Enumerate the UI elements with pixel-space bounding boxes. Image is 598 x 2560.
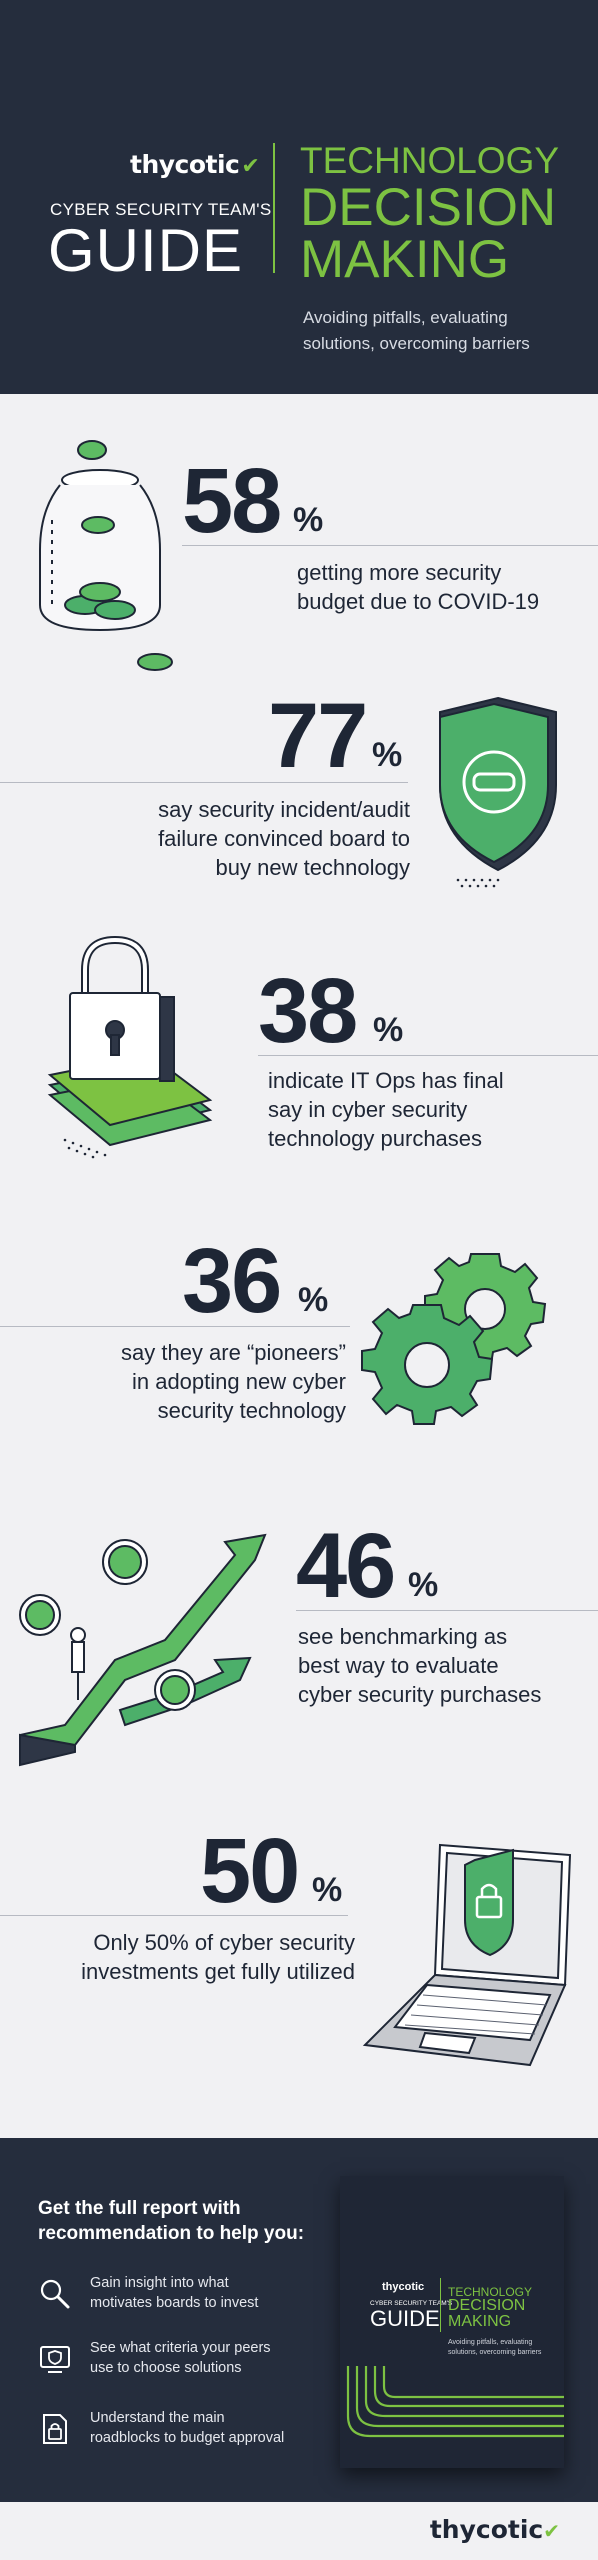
decorative-lines-icon [79, 0, 217, 143]
header-subtitle: CYBER SECURITY TEAM'S [50, 200, 272, 219]
footer-heading-line1: Get the full report with [38, 2198, 241, 2219]
report-cover-title-line1: TECHNOLOGY [448, 2285, 533, 2299]
padlock-money-icon [47, 935, 213, 1159]
stat-77-rule [0, 782, 408, 783]
stat-38-rule [258, 1055, 598, 1056]
gears-icon [361, 1253, 547, 1425]
report-cover-title-line2: DECISION [448, 2297, 526, 2314]
tagline-line2: solutions, overcoming barriers [303, 334, 530, 353]
document-lock-icon [43, 2414, 67, 2444]
tagline-line1: Avoiding pitfalls, evaluating [303, 308, 508, 327]
stat-36-rule [0, 1326, 350, 1327]
stat-36-line2: in adopting new cyber [131, 1369, 346, 1394]
footer-item-criteria-text: See what criteria your peers use to choo… [90, 2338, 330, 2378]
header-title-line2: DECISION [300, 178, 557, 237]
stat-46-line1: see benchmarking as [298, 1624, 508, 1649]
stat-46-text: see benchmarking as best way to evaluate… [298, 1622, 541, 1709]
footer-item-criteria-line2: use to choose solutions [90, 2360, 242, 2376]
stat-36-text: say they are “pioneers” in adopting new … [20, 1338, 346, 1425]
stat-38-line3: technology purchases [268, 1126, 483, 1151]
stat-46-line2: best way to evaluate [298, 1653, 499, 1678]
stat-38-line2: say in cyber security [268, 1097, 468, 1122]
stat-58-line1: getting more security [297, 560, 502, 585]
report-cover-tagline-line2: solutions, overcoming barriers [448, 2349, 542, 2356]
stat-36-value: 36 [182, 1230, 282, 1332]
stat-50-line2: investments get fully utilized [81, 1959, 355, 1984]
stat-38-value: 38 [258, 960, 358, 1062]
stat-77-line3: buy new technology [215, 855, 410, 880]
report-cover-guide: GUIDE [370, 2306, 440, 2331]
footer-heading: Get the full report with recommendation … [38, 2196, 338, 2246]
footer-item-insight-text: Gain insight into what motivates boards … [90, 2273, 330, 2313]
stat-36-unit: % [298, 1281, 329, 1319]
stat-38-text: indicate IT Ops has final say in cyber s… [268, 1066, 504, 1153]
footer-item-criteria-line1: See what criteria your peers [90, 2340, 271, 2356]
stat-77-line2: failure convinced board to [158, 826, 410, 851]
bottom-thycotic-logo: thycotic✔ [429, 2515, 560, 2544]
stat-46-unit: % [408, 1566, 439, 1604]
screen-shield-icon [40, 2346, 70, 2373]
footer-item-insight-line1: Gain insight into what [90, 2275, 229, 2291]
report-cover[interactable]: thycotic CYBER SECURITY TEAM'S GUIDE TEC… [340, 2176, 564, 2468]
header-tagline: Avoiding pitfalls, evaluating solutions,… [303, 305, 573, 357]
stat-50-rule [0, 1915, 348, 1916]
staircase-arrows-icon [19, 1533, 267, 1767]
stat-58-rule [182, 545, 598, 546]
report-cover-title-line3: MAKING [448, 2313, 512, 2330]
jar-of-coins-icon [39, 440, 173, 671]
report-cover-logo: thycotic [382, 2281, 425, 2293]
stat-58-text: getting more security budget due to COVI… [297, 558, 539, 616]
stat-58-unit: % [293, 501, 324, 539]
stat-46-rule [296, 1610, 598, 1611]
report-cover-tagline: Avoiding pitfalls, evaluating solutions,… [448, 2338, 548, 2358]
header-divider [273, 143, 275, 273]
stat-46-value: 46 [296, 1515, 396, 1617]
report-cover-lines-icon [346, 2176, 564, 2438]
stat-50-text: Only 50% of cyber security investments g… [10, 1928, 355, 1986]
checkmark-icon: ✔ [241, 154, 260, 179]
footer-heading-line2: recommendation to help you: [38, 2223, 305, 2244]
stat-77-text: say security incident/audit failure conv… [40, 795, 410, 882]
stat-38-line1: indicate IT Ops has final [268, 1068, 504, 1093]
stat-36-line1: say they are “pioneers” [121, 1340, 346, 1365]
stat-77-unit: % [372, 736, 403, 774]
footer-item-roadblocks-text: Understand the main roadblocks to budget… [90, 2408, 330, 2448]
stat-38-unit: % [373, 1011, 404, 1049]
laptop-shield-icon [362, 1843, 572, 2067]
report-cover-tagline-line1: Avoiding pitfalls, evaluating [448, 2339, 533, 2346]
shield-icon [439, 696, 557, 888]
header-banner: thycotic✔ CYBER SECURITY TEAM'S GUIDE TE… [0, 0, 598, 394]
report-cover-subtitle: CYBER SECURITY TEAM'S [370, 2300, 453, 2307]
stat-50-value: 50 [200, 1820, 300, 1922]
footer-item-insight-line2: motivates boards to invest [90, 2295, 259, 2311]
stat-50-unit: % [312, 1871, 343, 1909]
stat-58-line2: budget due to COVID-19 [297, 589, 540, 614]
stat-46-line3: cyber security purchases [298, 1682, 542, 1707]
magnifier-icon [40, 2279, 70, 2309]
header-title-line3: MAKING [300, 230, 510, 289]
stat-77-value: 77 [268, 685, 368, 787]
stat-77-line1: say security incident/audit [158, 797, 410, 822]
stat-50-line1: Only 50% of cyber security [93, 1930, 355, 1955]
header-title-line1: TECHNOLOGY [300, 140, 560, 181]
header-guide: GUIDE [48, 217, 244, 284]
report-cover-divider [440, 2278, 441, 2332]
stat-58-value: 58 [182, 450, 282, 552]
thycotic-logo: thycotic✔ [130, 150, 260, 179]
footer-item-roadblocks-line2: roadblocks to budget approval [90, 2430, 285, 2446]
footer-item-roadblocks-line1: Understand the main [90, 2410, 225, 2426]
stat-36-line3: security technology [157, 1398, 346, 1423]
bottom-checkmark-icon: ✔ [543, 2519, 560, 2543]
